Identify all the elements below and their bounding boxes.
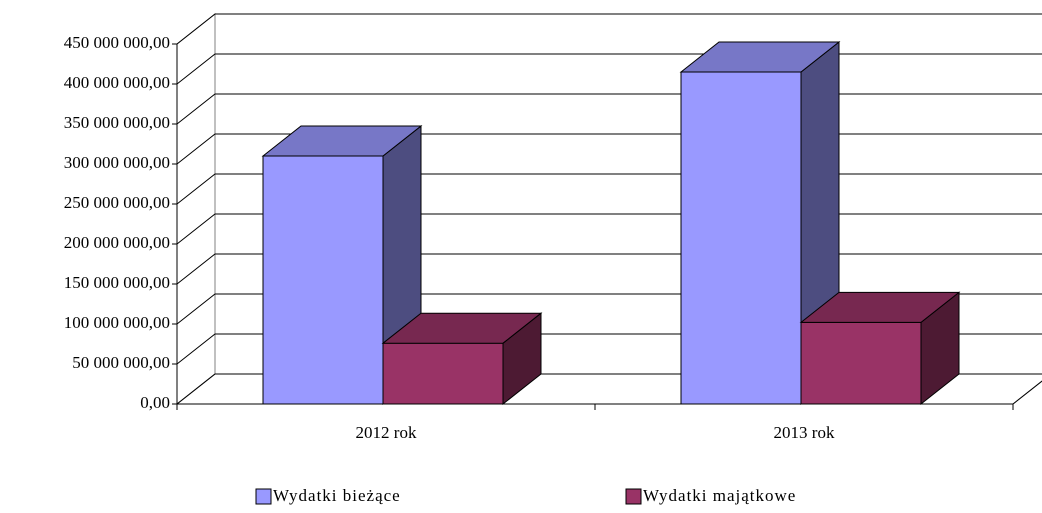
x-tick-label: 2012 rok (356, 423, 417, 442)
bar-top (679, 41, 841, 73)
y-tick-label: 150 000 000,00 (64, 273, 170, 292)
y-tick-label: 350 000 000,00 (64, 113, 170, 132)
y-tick-label: 400 000 000,00 (64, 73, 170, 92)
bar-top (261, 125, 423, 157)
bar (381, 312, 543, 406)
legend-label: Wydatki majątkowe (643, 486, 796, 505)
grid-line (176, 13, 1042, 45)
bar (799, 291, 961, 406)
bar (679, 40, 841, 406)
grid-line (176, 93, 1042, 125)
bar-top (799, 291, 961, 323)
legend-swatch (625, 488, 642, 505)
y-tick-label: 250 000 000,00 (64, 193, 170, 212)
legend-label: Wydatki bieżące (273, 486, 401, 505)
bar-top (381, 312, 543, 344)
bar-front (800, 321, 922, 405)
y-tick-label: 50 000 000,00 (72, 353, 170, 372)
side-wall (176, 12, 216, 406)
legend-swatch (255, 488, 272, 505)
y-tick-label: 100 000 000,00 (64, 313, 170, 332)
y-tick-label: 0,00 (140, 393, 170, 412)
x-tick-label: 2013 rok (774, 423, 835, 442)
bar-front (382, 342, 504, 405)
x-axis-depth (1012, 380, 1042, 405)
grid-line (176, 53, 1042, 85)
y-tick-label: 450 000 000,00 (64, 33, 170, 52)
bar-front (262, 155, 384, 405)
y-tick-label: 300 000 000,00 (64, 153, 170, 172)
bar-front (680, 71, 802, 405)
y-tick-label: 200 000 000,00 (64, 233, 170, 252)
